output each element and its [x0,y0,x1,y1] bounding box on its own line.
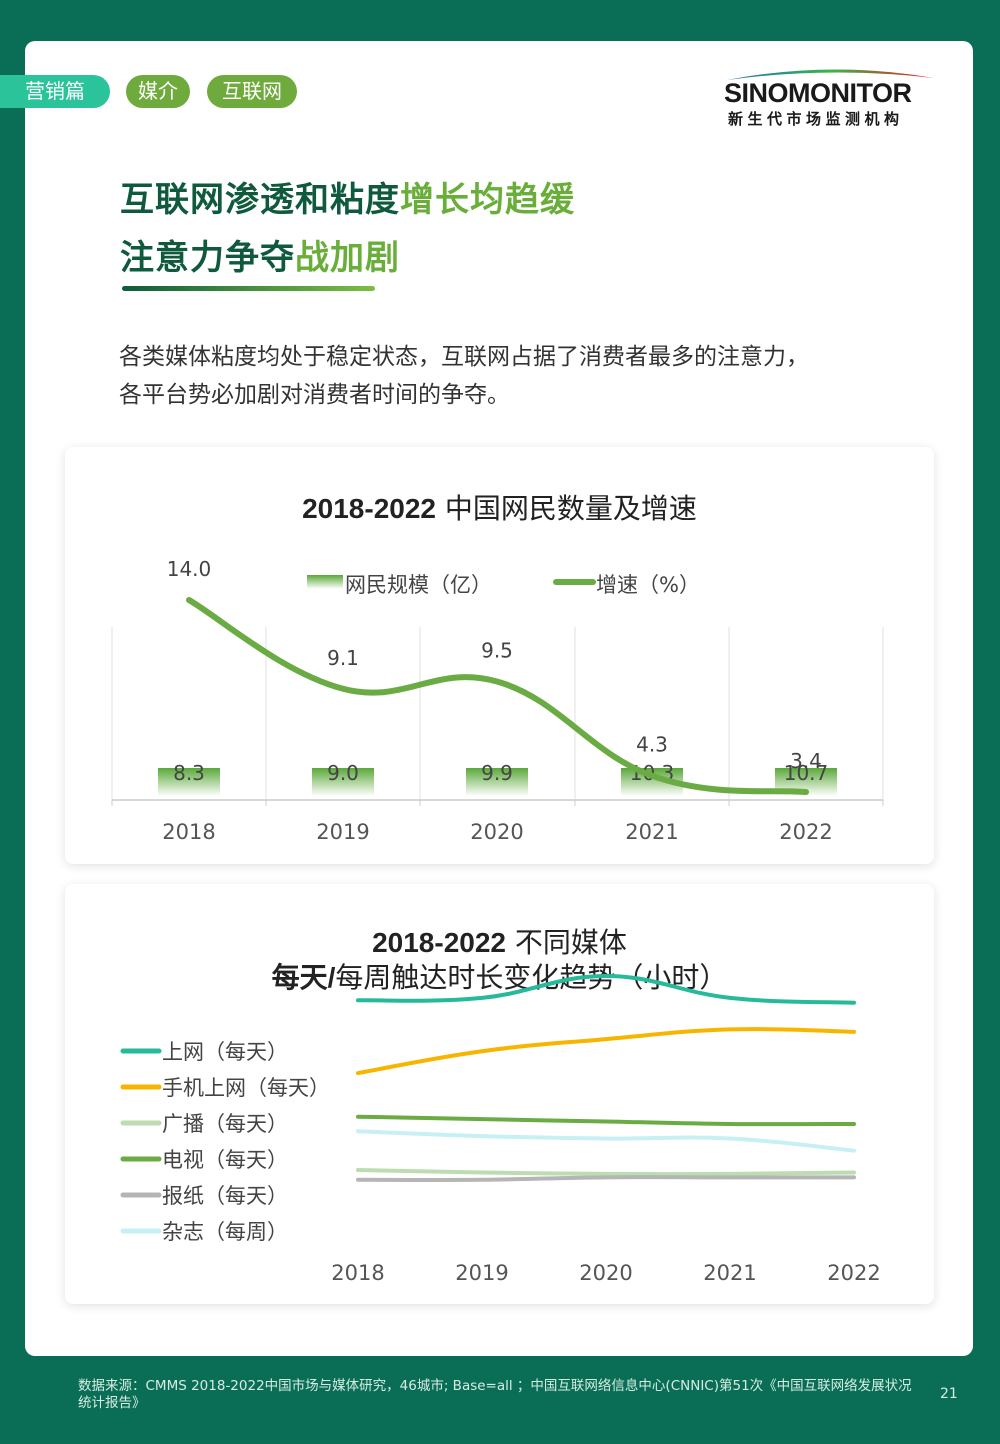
intro-paragraph: 各类媒体粘度均处于稳定状态，互联网占据了消费者最多的注意力， 各平台势必加剧对消… [119,338,919,414]
bar-value-label: 9.9 [481,761,513,785]
chart-1-title-years: 2018-2022 [302,493,436,524]
legend-label-2: 广播（每天） [162,1112,288,1136]
series-line-0 [356,974,856,1005]
bar-2019 [312,768,374,796]
x-tick-label: 2018 [331,1261,384,1285]
chart-2-svg: 2018 2019 2020 2021 2022 [120,974,881,1285]
tag-media[interactable]: 媒介 [126,75,190,108]
legend-label-0: 上网（每天） [162,1040,288,1064]
x-tick-label: 2018 [162,820,215,844]
headline-1-accent: 增长均趋缓 [400,180,575,220]
series-line-4 [356,1175,856,1182]
x-tick-label: 2022 [827,1261,880,1285]
legend-label-1: 手机上网（每天） [162,1076,330,1100]
page-number: 21 [940,1386,958,1402]
x-tick-label: 2019 [455,1261,508,1285]
logo-arc-icon [727,69,934,80]
intro-line-1: 各类媒体粘度均处于稳定状态，互联网占据了消费者最多的注意力， [119,344,809,370]
chart-card-netizens: 2018-2022 中国网民数量及增速 8.3 9.0 9.9 10.3 10.7 14.… [65,447,934,864]
logo-subtitle: 新生代市场监测机构 [728,110,904,128]
headline-1-main: 互联网渗透和粘度 [120,180,400,220]
headline-underline [122,286,375,291]
chart-1-title: 2018-2022 中国网民数量及增速 [65,487,934,527]
headline-2-accent: 战加剧 [295,238,400,278]
chart-card-media-time: 2018-2022 不同媒体 每天/每周触达时长变化趋势（小时） 2018 201… [65,884,934,1304]
chart-2-title-bold-2: 每天/ [271,962,336,993]
legend-label-4: 报纸（每天） [162,1184,288,1208]
chart-1-legend-line-label: 增速（%） [596,573,700,597]
headline-2-main: 注意力争夺 [120,238,295,278]
line-value-label: 14.0 [167,557,212,581]
chart-2-title-text-1: 不同媒体 [506,926,627,959]
chart-2-title-line-1: 2018-2022 不同媒体 [65,921,934,961]
line-value-label: 9.1 [327,646,359,670]
bar-2020 [466,768,528,796]
x-tick-label: 2022 [779,820,832,844]
x-tick-label: 2021 [703,1261,756,1285]
line-value-label: 3.4 [790,749,822,773]
headline-line-2: 注意力争夺战加剧 [120,230,400,279]
bar-value-label: 9.0 [327,761,359,785]
series-line-3 [356,1114,856,1127]
line-value-label: 9.5 [481,639,513,663]
bar-value-label: 10.7 [784,761,829,785]
intro-line-2: 各平台势必加剧对消费者时间的争夺。 [119,382,510,408]
chart-1-title-text: 中国网民数量及增速 [436,492,697,525]
series-line-2 [356,1168,856,1177]
legend-bar-swatch [307,575,343,589]
tag-internet[interactable]: 互联网 [207,75,297,108]
logo-wordmark: SINOMONITOR [724,78,912,108]
x-tick-label: 2019 [316,820,369,844]
sinomonitor-logo: SINOMONITOR 新生代市场监测机构 [722,62,938,128]
series-line-1 [356,1027,856,1076]
chart-2-title-years: 2018-2022 [372,927,506,958]
series-line-5 [356,1129,856,1153]
x-tick-label: 2020 [579,1261,632,1285]
growth-line [186,597,809,795]
footer-source: 数据来源：CMMS 2018-2022中国市场与媒体研究，46城市; Base=… [78,1378,912,1411]
chart-1-legend-bar-label: 网民规模（亿） [345,573,492,597]
x-tick-label: 2021 [625,820,678,844]
bar-2018 [158,768,220,796]
legend-label-3: 电视（每天） [162,1148,288,1172]
x-tick-label: 2020 [470,820,523,844]
tag-section[interactable]: 营销篇 [0,75,110,108]
line-value-label: 4.3 [636,733,668,757]
headline-line-1: 互联网渗透和粘度增长均趋缓 [120,172,575,221]
legend-label-5: 杂志（每周） [162,1220,288,1244]
bar-value-label: 8.3 [173,761,205,785]
